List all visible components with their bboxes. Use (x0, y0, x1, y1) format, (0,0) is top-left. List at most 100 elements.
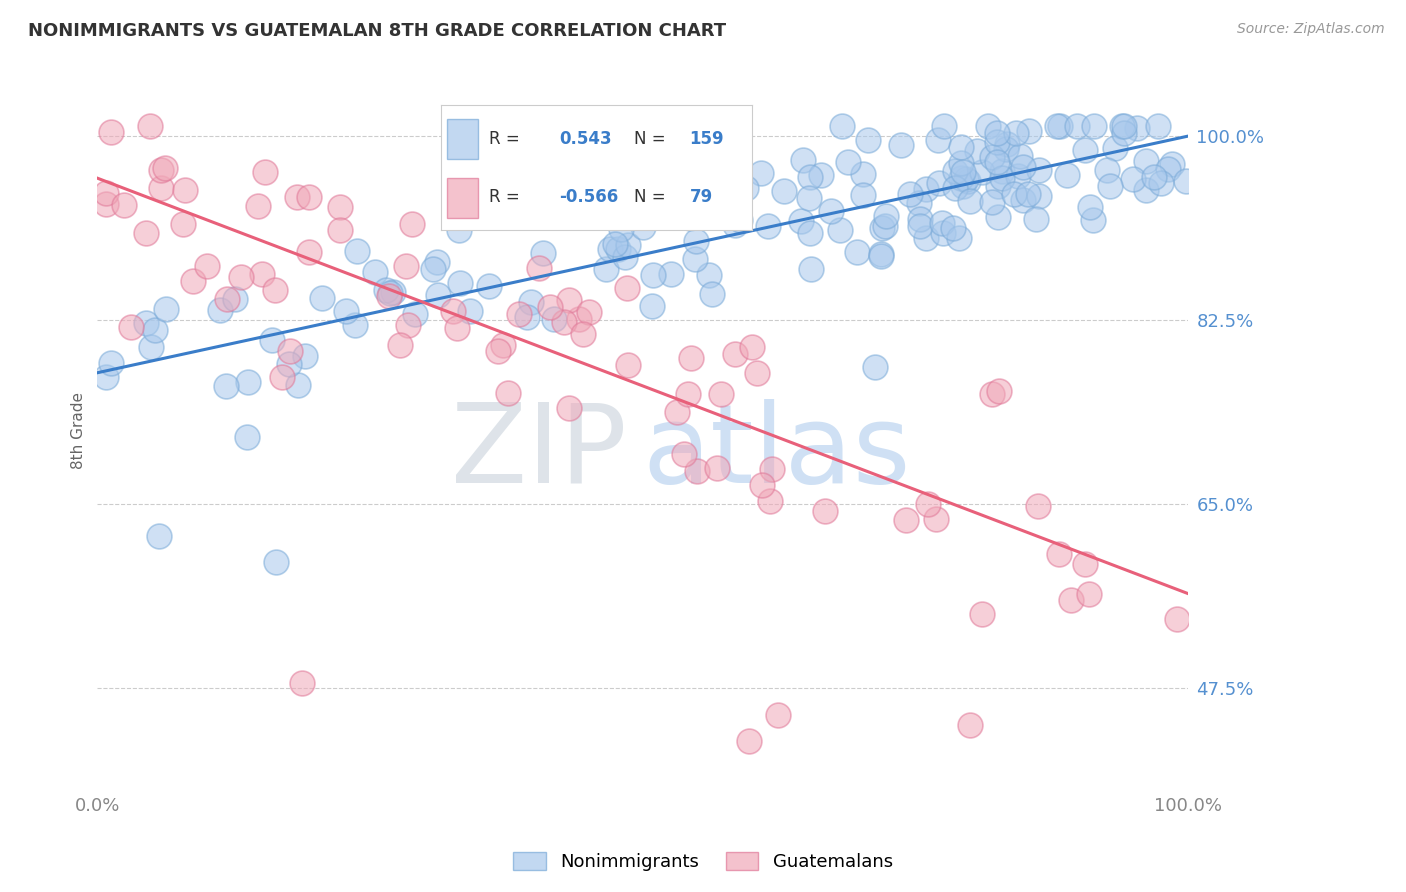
Point (1066, 119, 1088, 133)
Point (659, 267, 682, 281)
Point (599, 242, 621, 256)
Point (987, 384, 1010, 398)
Point (378, 289, 401, 303)
Point (710, 387, 733, 401)
Point (531, 246, 554, 260)
Point (426, 255, 449, 269)
Point (875, 219, 897, 234)
Point (837, 154, 859, 169)
Point (389, 338, 412, 352)
Point (143, 323, 166, 337)
Point (1126, 121, 1149, 136)
Point (759, 494, 782, 508)
Point (100, 356, 122, 370)
Point (1135, 153, 1157, 168)
Point (1095, 163, 1118, 178)
Point (1046, 119, 1069, 133)
Point (728, 213, 751, 227)
Point (1112, 126, 1135, 140)
Point (404, 307, 426, 321)
Point (756, 219, 779, 234)
Point (346, 244, 368, 258)
Point (747, 366, 769, 380)
Point (1175, 173, 1198, 187)
Point (96, 186, 118, 201)
Y-axis label: 8th Grade: 8th Grade (72, 392, 86, 469)
Point (112, 197, 135, 211)
Point (1166, 612, 1188, 626)
Point (1002, 187, 1025, 202)
Point (820, 204, 842, 219)
Point (813, 504, 835, 518)
Point (617, 237, 640, 252)
Point (1081, 213, 1104, 227)
Point (799, 169, 821, 184)
Point (706, 460, 728, 475)
Point (141, 339, 163, 353)
Point (449, 223, 471, 237)
Point (1047, 547, 1070, 561)
Point (928, 176, 950, 190)
Point (972, 165, 994, 179)
Point (441, 304, 464, 318)
Point (236, 376, 259, 390)
Point (957, 174, 980, 188)
Point (1007, 169, 1029, 184)
Point (666, 405, 689, 419)
Point (1143, 169, 1166, 184)
Point (298, 189, 321, 203)
Point (1012, 194, 1035, 208)
Point (1077, 586, 1099, 600)
Point (294, 349, 316, 363)
Point (997, 136, 1019, 151)
Point (181, 274, 204, 288)
Point (1060, 593, 1083, 607)
Point (932, 226, 955, 240)
Point (800, 262, 823, 277)
Point (700, 287, 723, 301)
Point (1111, 119, 1133, 133)
Point (395, 259, 418, 273)
Point (516, 310, 538, 324)
Point (278, 343, 301, 358)
Point (699, 157, 721, 171)
Point (277, 357, 299, 371)
Point (486, 343, 509, 358)
Point (875, 209, 897, 223)
Text: Source: ZipAtlas.com: Source: ZipAtlas.com (1237, 22, 1385, 37)
Point (987, 179, 1010, 194)
Point (471, 199, 494, 213)
Point (382, 285, 405, 300)
Point (950, 171, 973, 186)
Point (907, 195, 929, 210)
Point (558, 293, 581, 307)
Legend: Nonimmigrants, Guatemalans: Nonimmigrants, Guatemalans (506, 845, 900, 879)
Point (720, 205, 742, 219)
Point (863, 360, 886, 375)
Point (617, 358, 640, 372)
Point (990, 163, 1012, 178)
Point (155, 301, 177, 316)
Point (527, 261, 550, 276)
Point (572, 326, 595, 341)
Point (799, 191, 821, 205)
Point (699, 268, 721, 283)
Point (991, 170, 1014, 185)
Point (810, 169, 832, 183)
Point (254, 165, 277, 179)
Point (1146, 119, 1168, 133)
Point (172, 217, 194, 231)
Point (460, 304, 482, 318)
Point (932, 119, 955, 133)
Point (1161, 157, 1184, 171)
Point (1073, 558, 1095, 572)
Point (149, 162, 172, 177)
Point (150, 181, 173, 195)
Point (1010, 149, 1032, 163)
Point (959, 194, 981, 208)
Point (426, 287, 449, 301)
Point (724, 346, 747, 360)
Point (915, 182, 938, 196)
Point (543, 312, 565, 326)
Point (215, 378, 238, 392)
